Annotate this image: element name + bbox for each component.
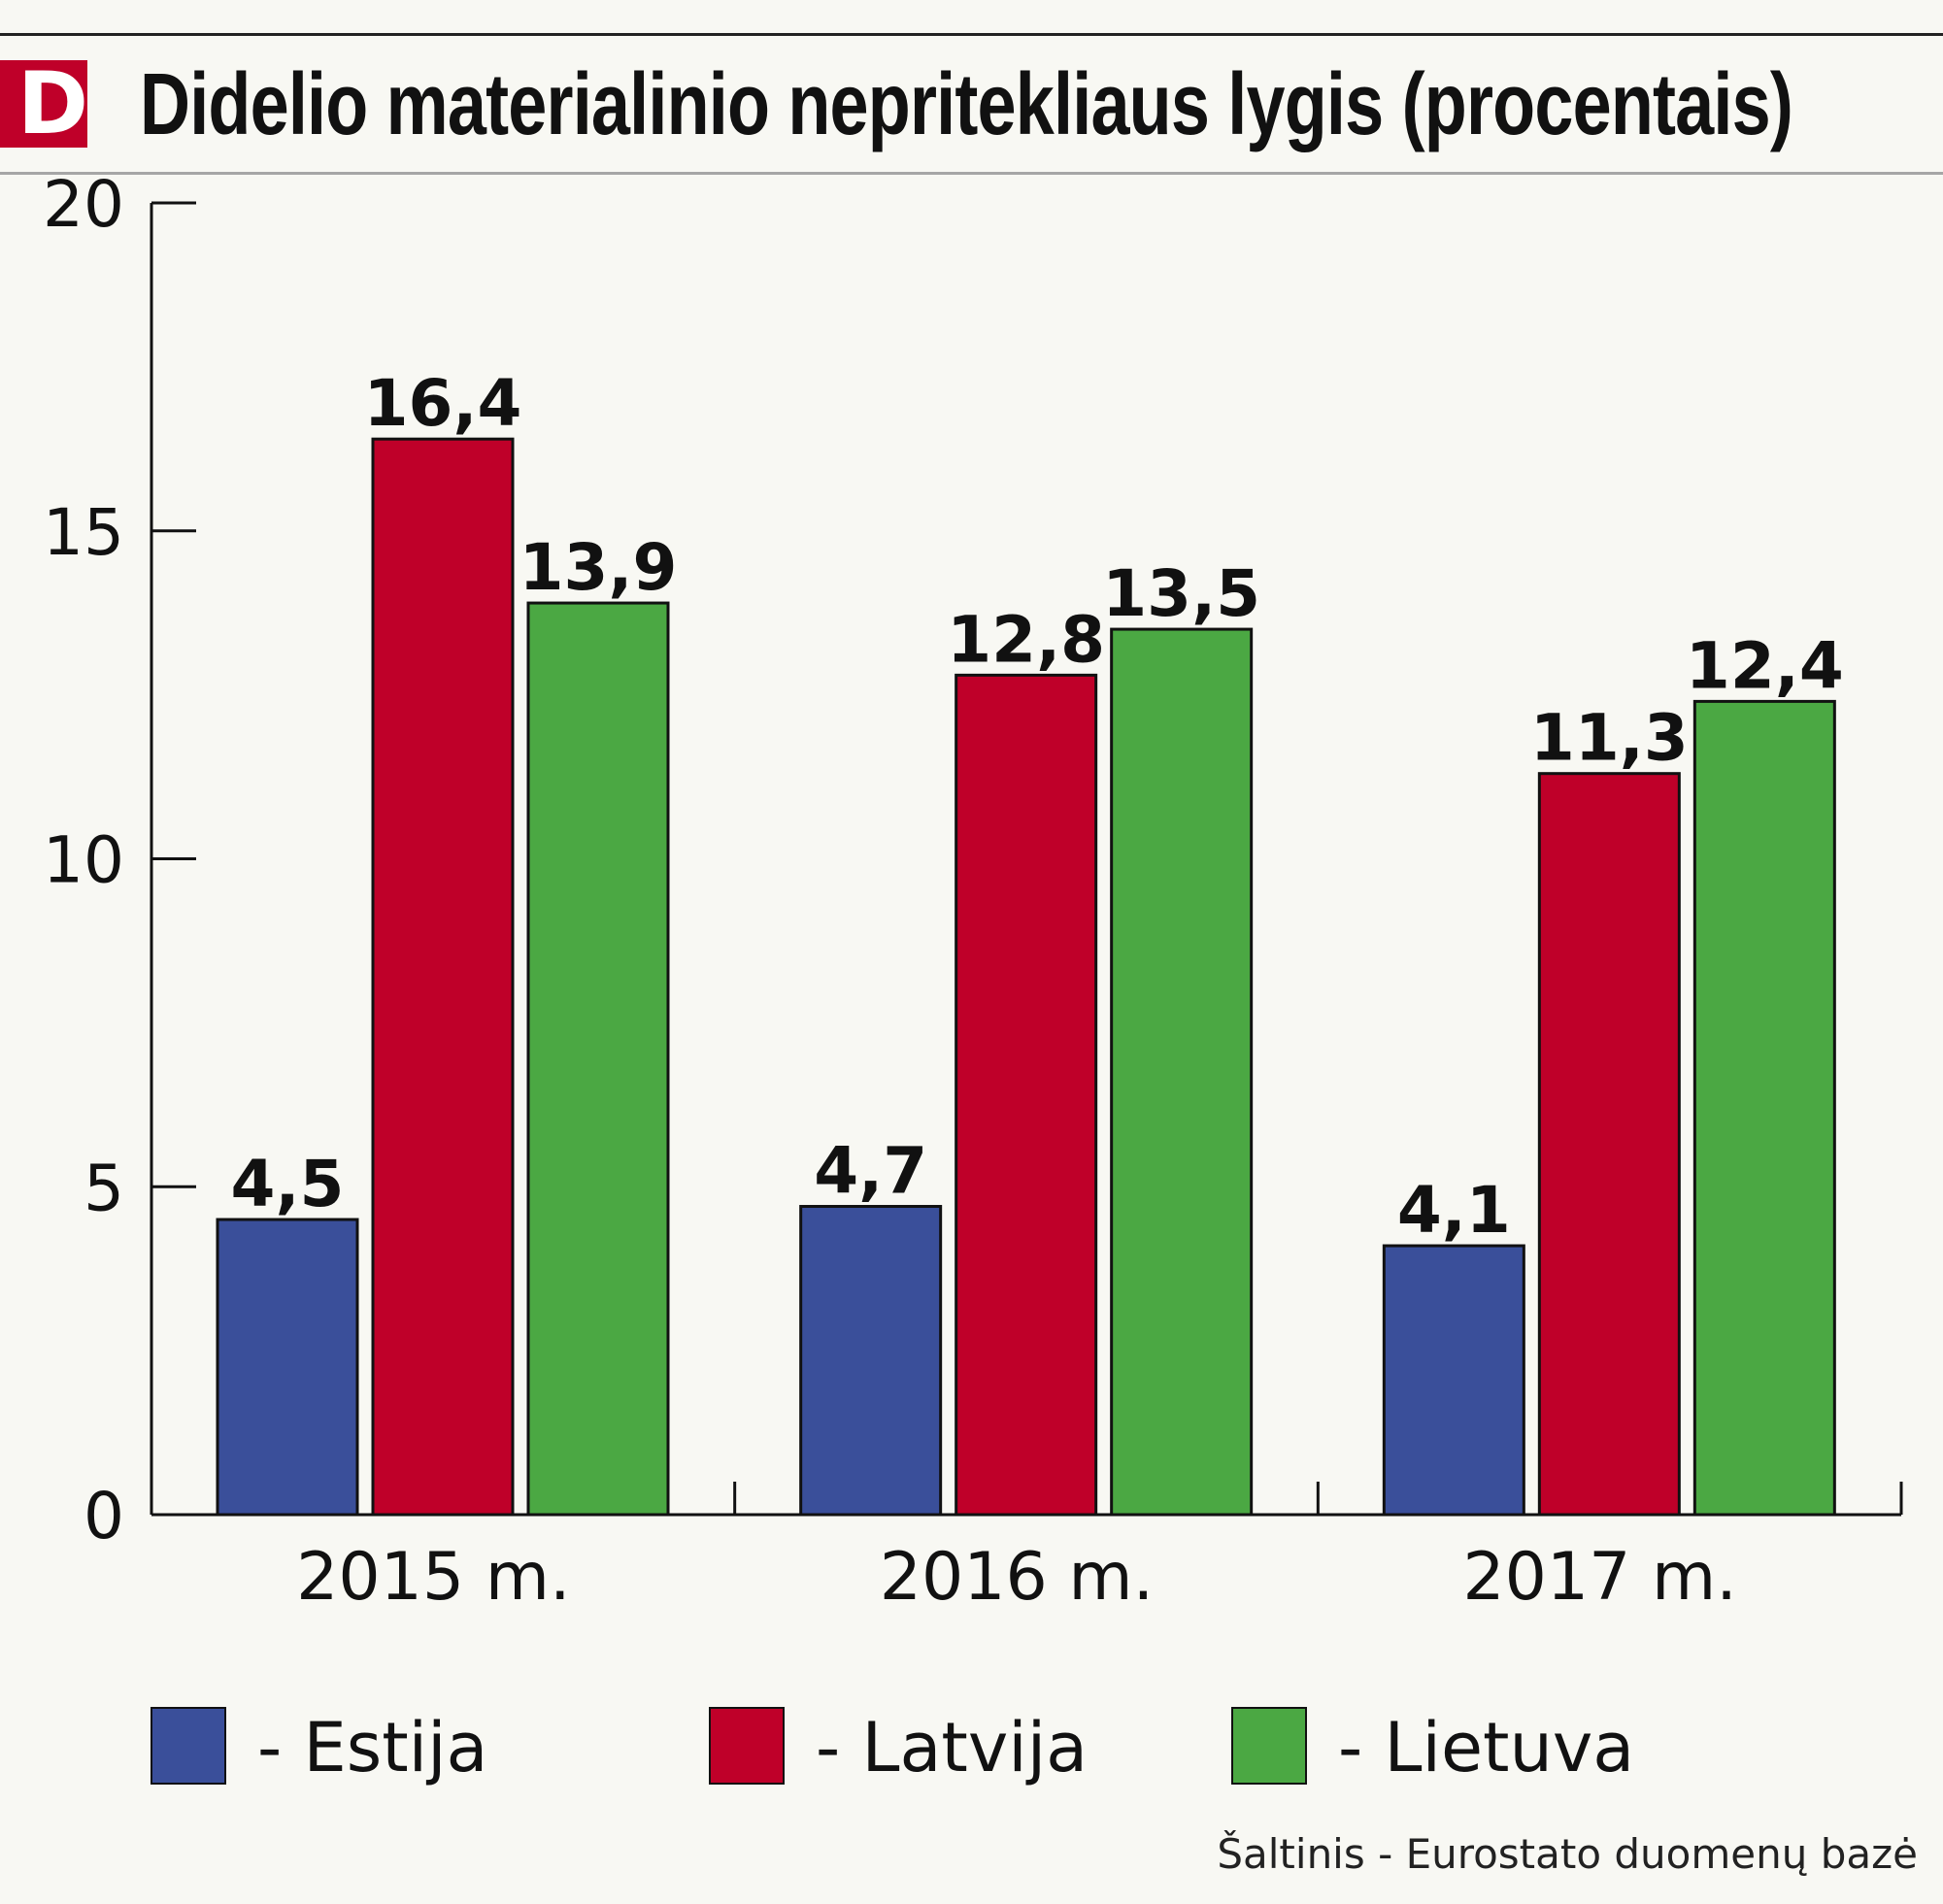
logo-letter: D <box>17 60 87 148</box>
x-category-label: 2016 m. <box>880 1539 1155 1616</box>
x-category-label: 2015 m. <box>296 1539 571 1616</box>
data-label: 13,5 <box>1102 556 1260 631</box>
legend-swatch-lietuva <box>1231 1707 1307 1785</box>
y-tick-label: 15 <box>43 495 124 570</box>
data-labels: 4,5 16,4 13,9 2015 m. 4,7 12,813,5 2016 m. 4,1 1… <box>231 366 1844 1616</box>
y-tick-label: 5 <box>84 1151 124 1225</box>
y-tick-label: 10 <box>43 823 124 898</box>
bar-estija-1 <box>216 1218 359 1517</box>
data-label: 16,4 <box>364 366 522 441</box>
y-tick-label: 0 <box>84 1479 124 1553</box>
source-note: Šaltinis - Eurostato duomenų bazė <box>1217 1830 1918 1878</box>
y-tick-label: 20 <box>43 167 124 242</box>
bar-latvija-2 <box>955 673 1098 1517</box>
bar-lietuva-3 <box>1692 699 1836 1517</box>
chart-title: Didelio materialinio nepritekliaus lygis… <box>140 56 1793 153</box>
legend-swatch-latvija <box>709 1707 785 1785</box>
data-label: 12,4 <box>1686 628 1844 703</box>
bar-lietuva-1 <box>526 601 670 1517</box>
legend-label-estija: - Estija <box>257 1708 488 1787</box>
data-label: 4,7 <box>814 1134 927 1209</box>
bars <box>216 437 1836 1517</box>
bar-estija-2 <box>799 1205 943 1517</box>
legend-swatch-estija <box>151 1707 226 1785</box>
data-label: 11,3 <box>1530 701 1689 776</box>
bar-latvija-1 <box>371 437 515 1517</box>
legend-label-latvija: - Latvija <box>816 1708 1089 1787</box>
x-category-label: 2017 m. <box>1462 1539 1737 1616</box>
data-label: 4,5 <box>231 1147 345 1221</box>
bar-lietuva-2 <box>1110 627 1254 1517</box>
publisher-logo: D <box>0 60 87 148</box>
top-rule <box>0 33 1943 36</box>
data-label: 13,9 <box>519 530 678 605</box>
legend-label-lietuva: - Lietuva <box>1338 1708 1635 1787</box>
title-rule <box>0 172 1943 175</box>
bar-estija-3 <box>1382 1244 1525 1517</box>
data-label: 4,1 <box>1397 1173 1511 1248</box>
bar-latvija-3 <box>1537 772 1681 1517</box>
data-label: 12,8 <box>947 602 1105 677</box>
